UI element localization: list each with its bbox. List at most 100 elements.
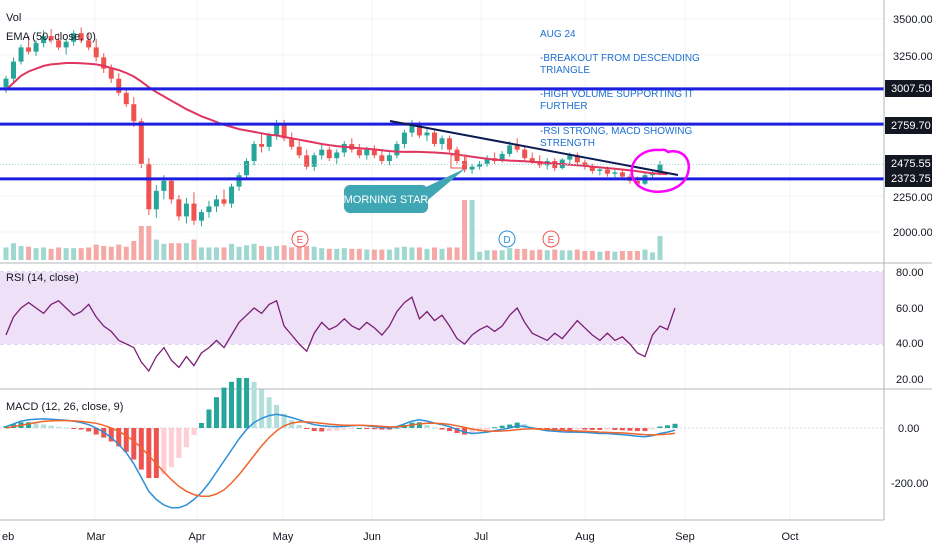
candle-52: [394, 141, 400, 159]
price-tag-2373: 2373.75: [891, 173, 931, 185]
earnings-marker-2[interactable]: E: [542, 230, 560, 248]
price-tick-3500: 3500.00: [893, 14, 932, 26]
macd-hist-bar-37: [281, 413, 287, 428]
note-line-7: STRENGTH: [540, 138, 595, 149]
earnings-marker-1[interactable]: E: [291, 230, 309, 248]
macd-hist-bar-85: [642, 428, 648, 432]
macd-axis[interactable]: 0.00 -200.00: [891, 423, 928, 490]
macd-hist-bar-20: [153, 428, 159, 479]
volume-bar-42: [319, 248, 325, 260]
candle-12: [93, 38, 99, 62]
morning-star-callout[interactable]: MORNING STAR: [344, 154, 467, 213]
candle-body-22: [168, 180, 174, 200]
macd-signal-line: [5, 419, 676, 497]
volume-bar-66: [499, 250, 505, 260]
volume-bar-59: [447, 247, 453, 260]
macd-hist-bar-64: [484, 428, 490, 430]
candle-body-54: [409, 124, 415, 133]
candle-41: [311, 152, 317, 171]
volume-bar-15: [116, 244, 122, 260]
candle-body-19: [146, 163, 152, 210]
macd-hist-bar-48: [364, 428, 370, 429]
candle-81: [612, 169, 618, 179]
candle-29: [221, 189, 227, 207]
event-markers[interactable]: E D E: [291, 230, 560, 248]
candle-body-42: [319, 149, 325, 156]
horizontal-levels[interactable]: [0, 87, 884, 181]
candle-58: [439, 135, 445, 150]
candle-49: [371, 145, 377, 159]
macd-hist-bar-74: [559, 428, 565, 430]
rsi-tick-60: 60.00: [896, 303, 924, 315]
volume-bar-72: [544, 250, 550, 260]
breakout-highlight-circle[interactable]: [630, 148, 691, 193]
macd-hist-bar-15: [116, 428, 122, 447]
candle-3: [26, 36, 32, 55]
candle-body-28: [213, 199, 219, 207]
macd-hist-bar-4: [33, 423, 39, 428]
candle-body-70: [529, 158, 535, 161]
candle-44: [334, 149, 340, 164]
time-label-apr: Apr: [188, 531, 205, 543]
candle-42: [319, 143, 325, 160]
volume-bar-47: [356, 248, 362, 260]
volume-bar-22: [168, 243, 174, 260]
macd-line: [5, 413, 676, 509]
candle-body-68: [514, 145, 520, 150]
candle-26: [198, 209, 204, 227]
candle-20: [153, 185, 159, 218]
rsi-axis[interactable]: 80.00 60.00 40.00 20.00: [896, 267, 924, 386]
macd-hist-bar-30: [229, 381, 235, 428]
volume-bar-52: [394, 247, 400, 260]
dividend-marker[interactable]: D: [498, 230, 516, 248]
time-axis[interactable]: eb Mar Apr May Jun Jul Aug Sep Oct: [2, 531, 799, 543]
macd-hist-bar-60: [454, 428, 460, 434]
macd-hist-bar-5: [41, 424, 47, 428]
legend-macd: MACD (12, 26, close, 9): [6, 401, 123, 413]
candle-30: [229, 183, 235, 208]
candle-10: [78, 27, 84, 44]
macd-hist-bar-80: [604, 428, 610, 430]
macd-hist-bar-32: [244, 377, 250, 428]
candle-28: [213, 195, 219, 213]
macd-hist-bar-24: [183, 428, 189, 448]
macd-hist-bar-81: [612, 428, 618, 430]
time-label-oct: Oct: [781, 531, 798, 543]
candle-6: [48, 28, 54, 44]
candle-body-39: [296, 146, 302, 156]
candle-body-41: [311, 155, 317, 167]
candle-body-43: [326, 149, 332, 159]
volume-bar-56: [424, 248, 430, 260]
volume-bar-6: [48, 248, 54, 260]
candle-50: [379, 151, 385, 164]
candle-13: [101, 53, 107, 73]
macd-hist-bar-89: [672, 423, 678, 428]
candle-body-21: [161, 180, 167, 191]
macd-hist-bar-26: [198, 422, 204, 428]
macd-hist-bar-61: [462, 428, 468, 435]
candle-body-16: [123, 92, 129, 105]
candle-body-4: [33, 43, 39, 52]
macd-hist-bar-58: [439, 428, 445, 430]
macd-hist-bar-10: [78, 428, 84, 430]
note-line-4: -HIGH VOLUME SUPPORTING IT: [540, 89, 694, 100]
candle-5: [41, 30, 47, 48]
macd-hist-bar-79: [597, 428, 603, 430]
candle-body-64: [484, 158, 490, 164]
macd-hist-bar-27: [206, 409, 212, 428]
candle-31: [236, 172, 242, 191]
descending-trend-line[interactable]: [389, 120, 679, 176]
candle-body-24: [183, 203, 189, 217]
volume-bar-79: [597, 251, 603, 260]
time-label-mar: Mar: [87, 531, 106, 543]
macd-hist-bar-12: [93, 428, 99, 435]
volume-bar-5: [41, 247, 47, 260]
price-axis[interactable]: 3500.00 3250.00 2250.00 2000.00 3007.50 …: [885, 14, 932, 239]
volume-bar-25: [191, 239, 197, 260]
candle-body-66: [499, 153, 505, 161]
price-tick-3250: 3250.00: [893, 51, 932, 63]
macd-hist-bar-0: [3, 426, 9, 428]
macd-hist-bar-83: [627, 428, 633, 431]
macd-hist-bar-34: [259, 389, 265, 428]
